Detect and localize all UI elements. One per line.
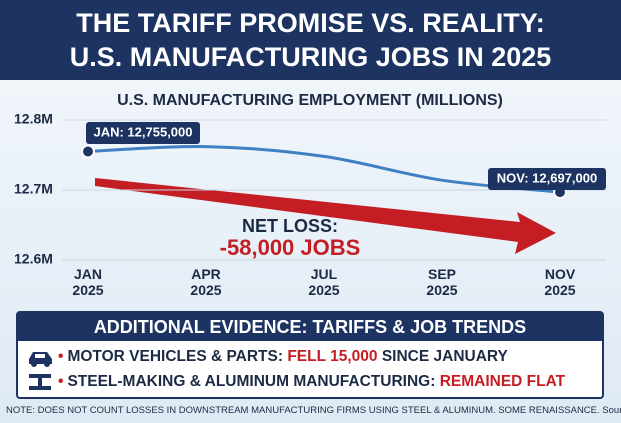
item-highlight: REMAINED FLAT	[439, 373, 566, 390]
car-icon	[29, 352, 52, 367]
loss-arrow	[95, 178, 556, 254]
y-tick-label: 12.8M	[14, 111, 53, 127]
x-tick-label: SEP 2025	[426, 266, 458, 298]
x-tick-label: NOV 2025	[544, 266, 576, 298]
subtitle: U.S. MANUFACTURING JOBS IN 2025	[69, 42, 552, 72]
x-tick-label: APR 2025	[190, 266, 222, 298]
annotation: NOV: 12,697,000	[497, 170, 597, 185]
y-tick-label: 12.6M	[14, 251, 53, 267]
banner: THE TARIFF PROMISE VS. REALITY: U.S. MAN…	[0, 0, 621, 80]
chart-title: U.S. MANUFACTURING EMPLOYMENT (MILLIONS)	[117, 92, 503, 109]
annotation: -58,000 JOBS	[220, 235, 361, 260]
annotation: NET LOSS:	[242, 216, 338, 236]
evidence-title: ADDITIONAL EVIDENCE: TARIFFS & JOB TREND…	[18, 313, 602, 341]
marker	[81, 144, 95, 159]
item-text: MOTOR VEHICLES & PARTS:	[67, 348, 284, 365]
x-tick-label: JAN 2025	[72, 266, 104, 298]
evidence-box: ADDITIONAL EVIDENCE: TARIFFS & JOB TREND…	[16, 311, 604, 399]
line	[87, 145, 561, 194]
item-text: STEEL-MAKING & ALUMINUM MANUFACTURING:	[67, 373, 436, 390]
y-tick-label: 12.7M	[14, 181, 53, 197]
annotation-box	[86, 122, 200, 144]
item-highlight: FELL 15,000	[287, 348, 378, 365]
item-text: SINCE JANUARY	[381, 348, 508, 365]
beam-icon	[29, 374, 51, 390]
chart: U.S. MANUFACTURING EMPLOYMENT (MILLIONS)…	[14, 92, 606, 267]
x-tick-label: JUL 2025	[308, 266, 340, 298]
evidence-item: • STEEL-MAKING & ALUMINUM MANUFACTURING: …	[58, 373, 566, 390]
annotation: JAN: 12,755,000	[93, 124, 192, 139]
footnote: NOTE: DOES NOT COUNT LOSSES IN DOWNSTREA…	[6, 405, 621, 416]
evidence-item: • MOTOR VEHICLES & PARTS: FELL 15,000 SIN…	[58, 348, 508, 365]
annotation-box	[488, 168, 606, 190]
title: THE TARIFF PROMISE VS. REALITY:	[76, 8, 545, 38]
